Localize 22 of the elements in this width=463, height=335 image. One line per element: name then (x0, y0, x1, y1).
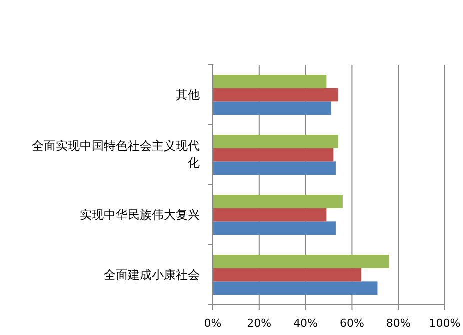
y-tick-label: 其他 (176, 86, 200, 104)
bar (213, 195, 343, 208)
x-tick-label: 20% (247, 317, 272, 330)
bar (213, 282, 378, 296)
bar (213, 268, 362, 282)
bar (213, 102, 332, 116)
bar (213, 135, 338, 148)
bar (213, 148, 334, 162)
x-tick-label: 0% (204, 317, 222, 330)
bar (213, 75, 327, 88)
y-tick-label: 全面建成小康社会 (104, 266, 200, 284)
y-tick-label: 实现中华民族伟大复兴 (80, 206, 200, 224)
x-tick-label: 100% (429, 317, 461, 330)
x-tick-label: 60% (340, 317, 364, 330)
bar (213, 222, 336, 236)
x-tick-label: 40% (294, 317, 318, 330)
bar (213, 208, 327, 222)
x-tick-label: 80% (386, 317, 411, 330)
y-tick-label: 全面实现中国特色社会主义现代化 (31, 138, 200, 172)
bar (213, 255, 390, 268)
bar (213, 88, 338, 102)
bar (213, 162, 336, 176)
